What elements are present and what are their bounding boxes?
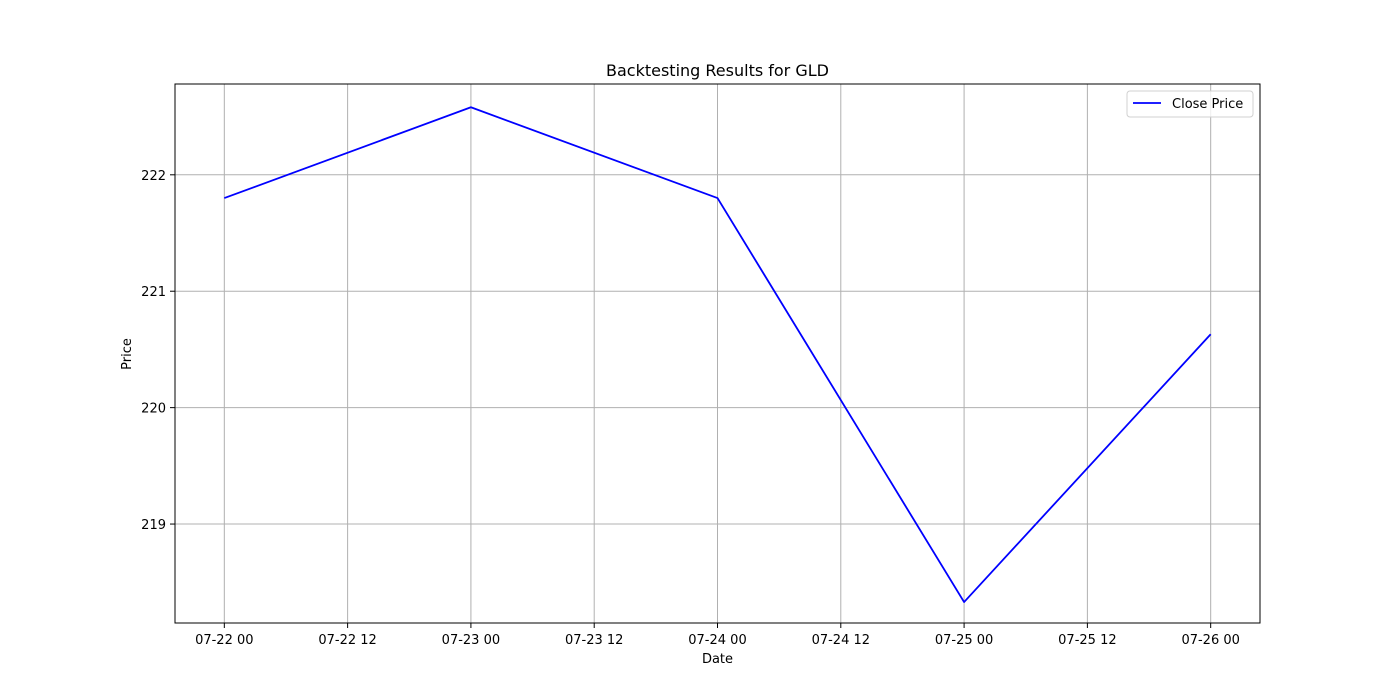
x-tick-label: 07-25 00 bbox=[935, 633, 993, 648]
legend-box bbox=[1126, 90, 1254, 118]
chart-title: Backtesting Results for GLD bbox=[606, 61, 829, 80]
y-tick-label: 222 bbox=[141, 169, 166, 184]
x-tick-label: 07-26 00 bbox=[1181, 633, 1239, 648]
series-layer bbox=[224, 106, 1212, 603]
grid bbox=[175, 84, 1260, 623]
x-tick-label: 07-25 12 bbox=[1058, 633, 1116, 648]
y-tick-label: 221 bbox=[141, 285, 166, 300]
x-tick-label: 07-24 00 bbox=[688, 633, 746, 648]
y-axis-title: Price bbox=[120, 338, 135, 370]
legend-label: Close Price bbox=[1172, 97, 1243, 112]
x-tick-label: 07-23 12 bbox=[565, 633, 623, 648]
x-axis-title: Date bbox=[702, 652, 733, 667]
x-tick-label: 07-22 00 bbox=[195, 633, 253, 648]
y-tick-label: 219 bbox=[141, 518, 166, 533]
y-tick-label: 220 bbox=[141, 402, 166, 417]
legend: Close Price bbox=[1126, 90, 1254, 118]
x-tick-label: 07-22 12 bbox=[318, 633, 376, 648]
ticks: 07-22 00 07-22 12 07-23 00 07-23 12 07-24 00… bbox=[141, 169, 1240, 648]
x-tick-label: 07-24 12 bbox=[812, 633, 870, 648]
x-tick-label: 07-23 00 bbox=[442, 633, 500, 648]
series-line-close-price bbox=[224, 106, 1212, 603]
